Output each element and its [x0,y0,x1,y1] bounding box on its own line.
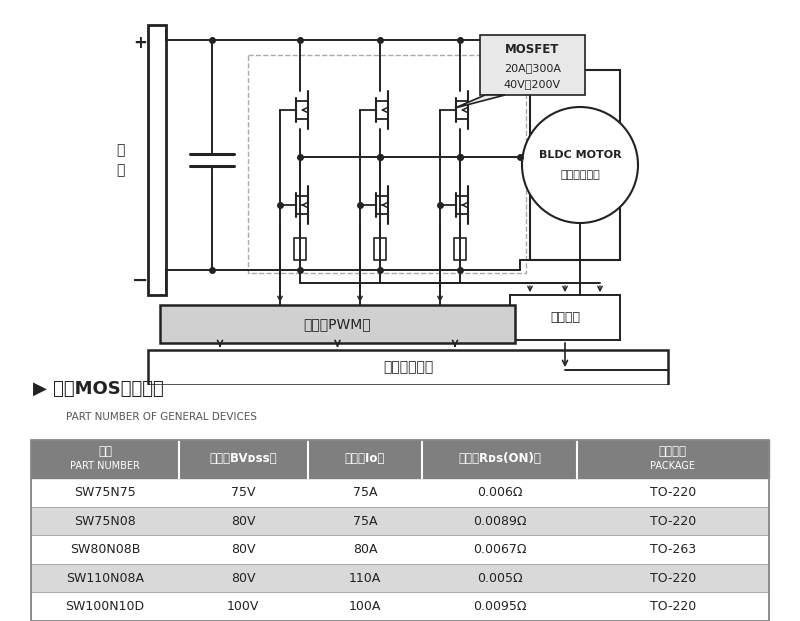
Text: 0.0089Ω: 0.0089Ω [473,515,526,527]
Text: 75A: 75A [353,486,378,499]
Bar [31,478,769,507]
Bar [31,535,769,564]
Bar [480,35,585,95]
Text: 100A: 100A [349,601,381,613]
Bar [148,350,668,385]
Text: TO-220: TO-220 [650,572,696,584]
Text: 0.0067Ω: 0.0067Ω [473,543,526,556]
Text: 80V: 80V [231,515,255,527]
Text: 80V: 80V [231,543,255,556]
Text: SW100N10D: SW100N10D [66,601,145,613]
Text: PART NUMBER: PART NUMBER [70,461,140,471]
Text: 无刷直流电机: 无刷直流电机 [560,170,600,180]
Text: TO-263: TO-263 [650,543,696,556]
Bar [374,238,386,260]
Bar [148,25,166,295]
Text: 驱动（PWM）: 驱动（PWM） [304,317,371,331]
Text: 110A: 110A [349,572,381,584]
Text: +: + [133,34,147,52]
Circle shape [522,107,638,223]
Text: 转换控制信号: 转换控制信号 [383,361,433,374]
Text: PACKAGE: PACKAGE [650,461,695,471]
Text: 80A: 80A [353,543,378,556]
Text: 0.0095Ω: 0.0095Ω [473,601,526,613]
Bar [454,238,466,260]
Text: 80V: 80V [231,572,255,584]
Text: 电流［Io］: 电流［Io］ [345,453,385,465]
Bar [510,295,620,340]
Text: TO-220: TO-220 [650,601,696,613]
Text: 型号: 型号 [98,445,112,458]
Text: SW80N08B: SW80N08B [70,543,140,556]
Text: PART NUMBER OF GENERAL DEVICES: PART NUMBER OF GENERAL DEVICES [66,412,257,422]
Text: 封装形式: 封装形式 [658,445,686,458]
Text: BLDC MOTOR: BLDC MOTOR [538,150,622,160]
Text: TO-220: TO-220 [650,486,696,499]
Bar [530,70,620,260]
Bar [31,440,769,621]
Bar [160,305,515,343]
Text: 100V: 100V [227,601,259,613]
Text: SW75N08: SW75N08 [74,515,136,527]
Text: SW110N08A: SW110N08A [66,572,144,584]
Bar [31,440,769,478]
Text: TO-220: TO-220 [650,515,696,527]
Text: 75A: 75A [353,515,378,527]
Text: 75V: 75V [231,486,255,499]
Text: −: − [132,271,148,289]
Text: 直
流: 直 流 [116,143,124,177]
Text: 40V～200V: 40V～200V [504,79,561,89]
Bar [248,55,526,273]
Text: 耐压［BVᴅss］: 耐压［BVᴅss］ [210,453,277,465]
Text: 20A～300A: 20A～300A [504,63,561,73]
Text: ▶ 常用MOS器件型号: ▶ 常用MOS器件型号 [33,380,164,398]
Bar [31,564,769,592]
Text: 0.006Ω: 0.006Ω [477,486,522,499]
Text: 电阻［Rᴅs(ON)］: 电阻［Rᴅs(ON)］ [458,453,541,465]
Polygon shape [455,95,505,108]
Text: 位置检测: 位置检测 [550,311,580,324]
Bar [294,238,306,260]
Text: SW75N75: SW75N75 [74,486,136,499]
Bar [31,507,769,535]
Text: MOSFET: MOSFET [506,42,560,55]
Text: 0.005Ω: 0.005Ω [477,572,522,584]
Bar [31,592,769,621]
